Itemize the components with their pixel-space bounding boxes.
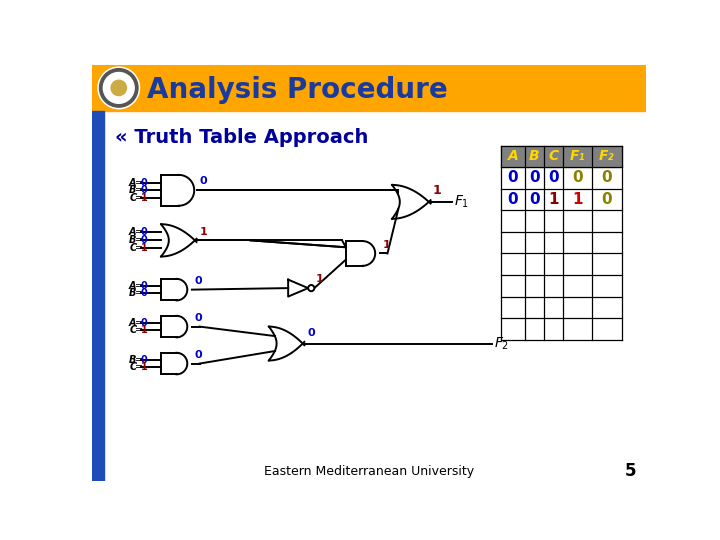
Text: 0: 0 — [140, 318, 148, 328]
Text: F₁: F₁ — [570, 150, 585, 164]
Text: C: C — [130, 244, 137, 253]
Text: B: B — [129, 288, 137, 298]
Text: C: C — [549, 150, 559, 164]
Text: A: A — [129, 227, 137, 237]
Text: B: B — [129, 185, 137, 195]
Text: A: A — [508, 150, 518, 164]
Bar — [501, 211, 621, 232]
Text: Analysis Procedure: Analysis Procedure — [148, 76, 448, 104]
Text: 0: 0 — [140, 281, 148, 291]
Text: 0: 0 — [508, 171, 518, 186]
Text: =: = — [135, 227, 143, 237]
Text: $F_2$: $F_2$ — [494, 335, 509, 352]
Text: =: = — [135, 244, 143, 253]
Circle shape — [308, 285, 315, 291]
Text: 0: 0 — [140, 227, 148, 237]
Circle shape — [98, 67, 140, 109]
Bar — [501, 167, 621, 189]
Bar — [501, 146, 621, 167]
Text: 0: 0 — [602, 192, 612, 207]
Text: 0: 0 — [199, 177, 207, 186]
Text: 0: 0 — [140, 185, 148, 195]
Text: =: = — [135, 185, 143, 195]
Text: 1: 1 — [140, 325, 148, 335]
Text: =: = — [135, 235, 143, 245]
Text: 0: 0 — [140, 355, 148, 365]
Text: 1: 1 — [548, 192, 559, 207]
Text: =: = — [135, 178, 143, 187]
Text: F₂: F₂ — [599, 150, 615, 164]
Bar — [92, 65, 647, 111]
Text: 1: 1 — [316, 274, 323, 284]
Text: 1: 1 — [140, 362, 148, 372]
Text: $F_1$: $F_1$ — [454, 194, 469, 210]
Text: 0: 0 — [572, 171, 583, 186]
Text: 0: 0 — [140, 235, 148, 245]
Text: 1: 1 — [140, 244, 148, 253]
Text: A: A — [129, 178, 137, 187]
Text: 5: 5 — [625, 462, 636, 481]
Text: 0: 0 — [140, 178, 148, 187]
Text: 0: 0 — [529, 192, 539, 207]
Text: 1: 1 — [432, 184, 441, 197]
Text: A: A — [129, 281, 137, 291]
Text: Eastern Mediterranean University: Eastern Mediterranean University — [264, 465, 474, 478]
Text: =: = — [135, 325, 143, 335]
Text: 0: 0 — [548, 171, 559, 186]
Circle shape — [111, 80, 127, 96]
Text: =: = — [135, 362, 143, 372]
Text: 0: 0 — [195, 276, 202, 286]
Bar — [501, 253, 621, 275]
Text: C: C — [130, 362, 137, 372]
Bar — [501, 232, 621, 253]
Text: B: B — [529, 150, 539, 164]
Text: 0: 0 — [195, 313, 202, 323]
Text: =: = — [135, 288, 143, 298]
Text: =: = — [135, 193, 143, 203]
Text: 0: 0 — [602, 171, 612, 186]
Text: 0: 0 — [307, 328, 315, 338]
Text: 0: 0 — [140, 288, 148, 298]
Text: 0: 0 — [195, 350, 202, 360]
Bar — [92, 111, 104, 481]
Text: C: C — [130, 325, 137, 335]
Bar — [501, 189, 621, 210]
Text: 1: 1 — [572, 192, 583, 207]
Bar — [501, 296, 621, 318]
Text: A: A — [129, 318, 137, 328]
Text: « Truth Table Approach: « Truth Table Approach — [115, 127, 368, 147]
Text: 1: 1 — [140, 193, 148, 203]
Bar — [501, 318, 621, 340]
Text: 0: 0 — [508, 192, 518, 207]
Text: =: = — [135, 281, 143, 291]
Text: B: B — [129, 355, 137, 365]
Circle shape — [104, 72, 134, 103]
Text: 0: 0 — [529, 171, 539, 186]
Bar — [501, 275, 621, 296]
Text: 1: 1 — [383, 240, 391, 249]
Text: B: B — [129, 235, 137, 245]
Text: C: C — [130, 193, 137, 203]
Text: 1: 1 — [199, 226, 207, 237]
Circle shape — [99, 69, 138, 107]
Text: =: = — [135, 318, 143, 328]
Text: =: = — [135, 355, 143, 365]
